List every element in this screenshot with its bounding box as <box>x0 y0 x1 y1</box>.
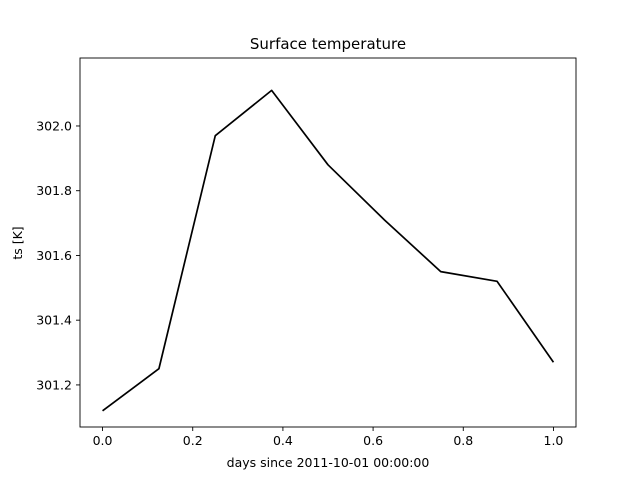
series-line-0 <box>102 89 555 412</box>
x-tick-label: 0.6 <box>363 433 383 448</box>
y-tick-label: 301.2 <box>36 377 72 392</box>
x-tick-label: 0.4 <box>273 433 293 448</box>
x-tick-label: 0.2 <box>183 433 203 448</box>
chart-title: Surface temperature <box>250 35 406 53</box>
y-tick-label: 301.6 <box>36 248 72 263</box>
y-tick-label: 301.8 <box>36 183 72 198</box>
y-tick-label: 301.4 <box>36 313 72 328</box>
x-axis-label: days since 2011-10-01 00:00:00 <box>227 455 430 470</box>
plot-area: 0.0 0.2 0.4 0.6 0.8 1.0 301.2 301.4 301.6 301.8 30… <box>36 57 577 448</box>
y-tick-label: 302.0 <box>36 118 72 133</box>
y-axis-label: ts [K] <box>10 226 25 259</box>
plot-frame <box>79 57 577 428</box>
x-tick-label: 0.8 <box>453 433 473 448</box>
x-tick-label: 0.0 <box>93 433 113 448</box>
x-tick-label: 1.0 <box>544 433 564 448</box>
